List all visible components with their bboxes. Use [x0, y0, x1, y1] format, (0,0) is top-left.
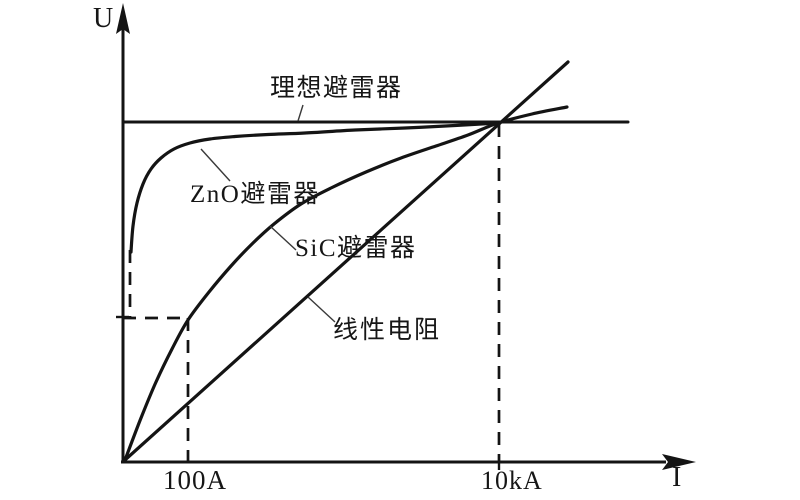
- x-axis-arrowhead-icon: [662, 454, 696, 470]
- curve-zno-arrester: [129, 121, 500, 254]
- curve-label-ideal-arrester: 理想避雷器: [270, 75, 403, 102]
- y-axis-arrowhead-icon: [116, 3, 130, 34]
- curve-sic-arrester: [123, 105, 569, 462]
- y-axis-label: U: [93, 3, 114, 34]
- curve-label-linear-resistor: 线性电阻: [333, 317, 442, 344]
- x-axis-label: I: [672, 462, 682, 493]
- tick-label-10ka: 10kA: [481, 466, 543, 495]
- leader-zno-arrester: [200, 148, 231, 182]
- leader-ideal-arrester: [297, 104, 304, 122]
- leader-sic-arrester: [269, 225, 297, 251]
- curve-linear-resistor: [123, 60, 570, 462]
- leader-linear-resistor: [307, 296, 336, 323]
- tick-label-100a: 100A: [163, 465, 227, 495]
- curve-label-zno-arrester: ZnO避雷器: [190, 181, 320, 208]
- curve-label-sic-arrester: SiC避雷器: [295, 235, 417, 262]
